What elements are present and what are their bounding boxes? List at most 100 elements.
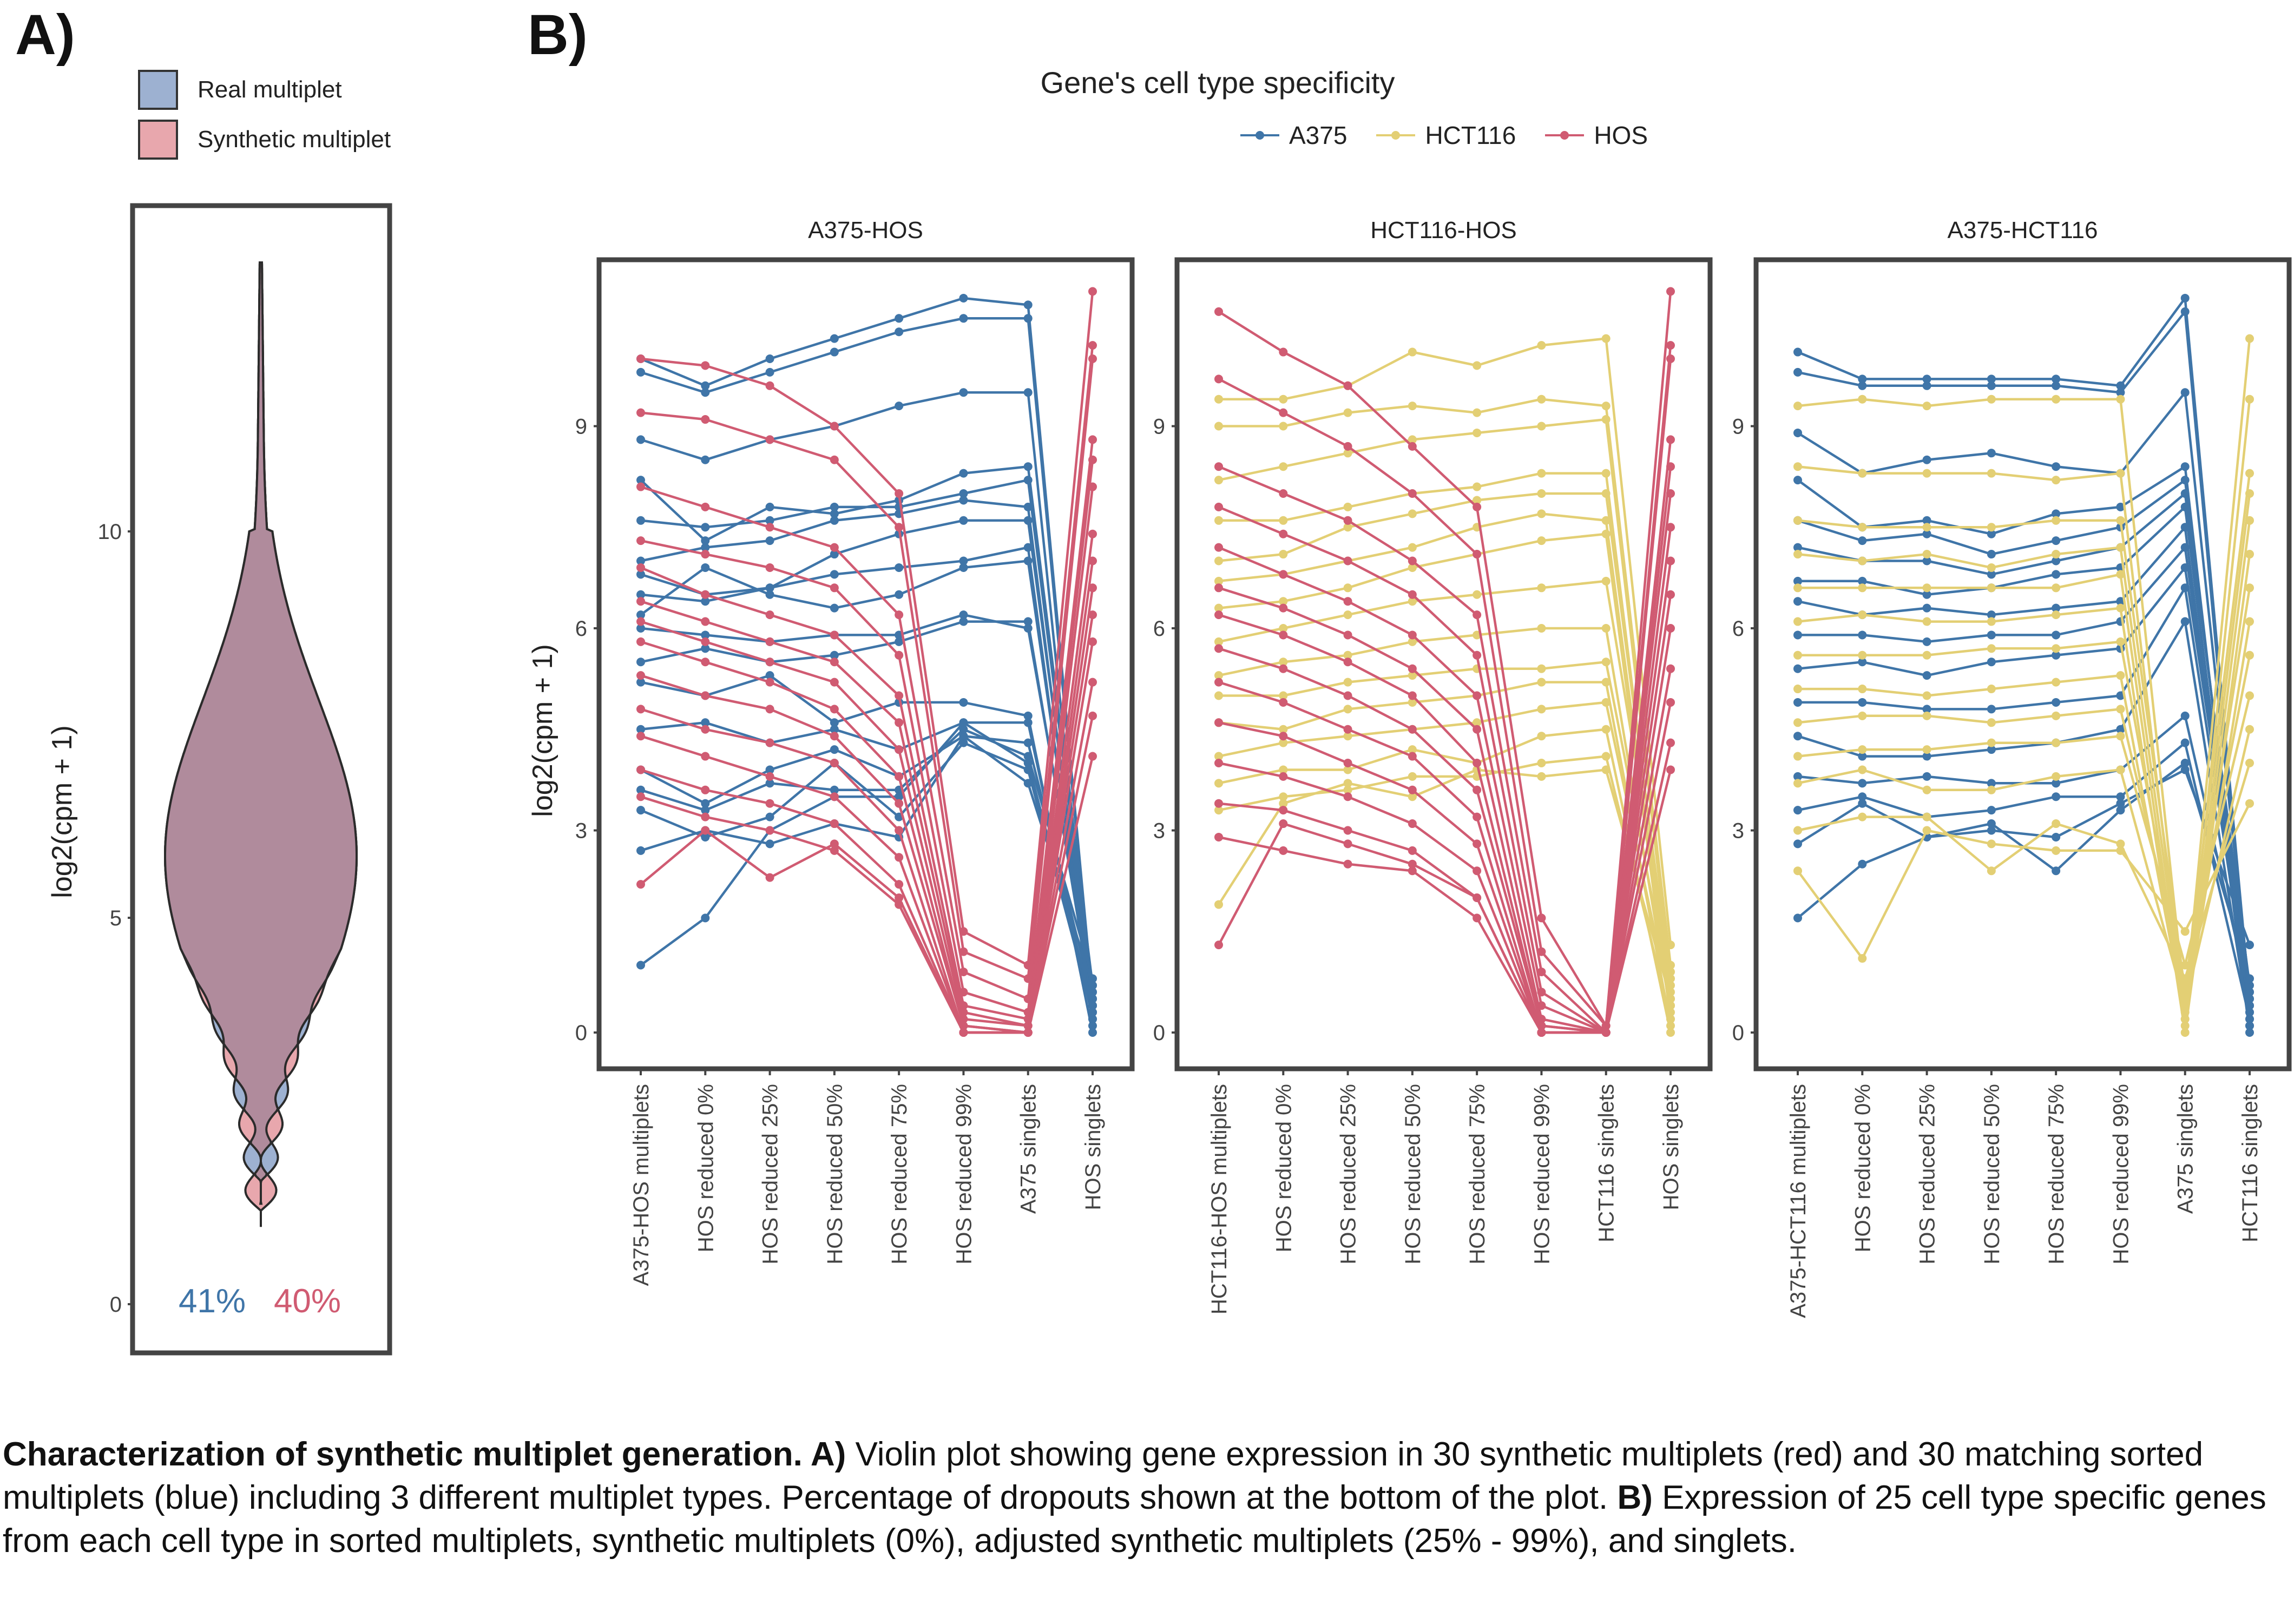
series-line-hct116	[1793, 650, 2254, 990]
data-point	[1793, 597, 1802, 606]
series-path	[640, 620, 1094, 1006]
data-point	[1214, 603, 1223, 613]
data-point	[1473, 785, 1482, 794]
data-point	[1473, 650, 1482, 660]
data-point	[1537, 489, 1546, 498]
series-line-a375	[1793, 307, 2254, 1017]
data-point	[2245, 469, 2254, 478]
series-path	[1218, 291, 1672, 1027]
caption-text-a: Violin plot showing gene expression in 3…	[3, 1436, 2204, 1516]
data-point	[2052, 462, 2061, 471]
data-point	[1214, 422, 1223, 431]
data-point	[636, 556, 645, 566]
data-point	[1666, 590, 1675, 599]
data-point	[1793, 617, 1802, 626]
x-tick-label: HOS reduced 99%	[1530, 1084, 1554, 1265]
data-point	[895, 691, 904, 700]
data-point	[1858, 469, 1867, 478]
data-point	[1214, 543, 1223, 552]
data-point	[2052, 570, 2061, 579]
data-point	[1922, 691, 1931, 700]
series-line-a375	[1793, 523, 2254, 1037]
data-point	[830, 630, 839, 640]
data-point	[1793, 913, 1802, 923]
data-point	[1023, 738, 1033, 747]
data-point	[1987, 381, 1996, 390]
data-point	[830, 785, 839, 794]
data-point	[2052, 509, 2061, 518]
data-point	[2245, 725, 2254, 734]
data-point	[765, 812, 774, 821]
data-point	[701, 691, 710, 700]
x-tick-label: A375 singlets	[2174, 1084, 2198, 1214]
data-point	[1408, 347, 1417, 357]
series-path	[640, 439, 1094, 1014]
data-point	[1473, 590, 1482, 599]
data-point	[1922, 402, 1931, 411]
data-point	[1987, 685, 1996, 694]
series-path	[1218, 492, 1672, 986]
data-point	[895, 523, 904, 532]
data-point	[1793, 806, 1802, 815]
data-point	[1987, 523, 1996, 532]
series-path	[1797, 310, 2251, 1012]
data-point	[830, 658, 839, 667]
data-point	[1858, 576, 1867, 586]
data-point	[1343, 785, 1352, 794]
y-tick-label: 3	[575, 819, 587, 843]
data-point	[765, 516, 774, 525]
data-point	[2245, 395, 2254, 404]
data-point	[2052, 630, 2061, 640]
data-point	[1537, 583, 1546, 593]
data-point	[701, 523, 710, 532]
data-point	[1666, 1028, 1675, 1037]
data-point	[701, 806, 710, 815]
series-path	[1219, 398, 1672, 965]
data-point	[1987, 610, 1996, 620]
data-point	[1922, 650, 1931, 660]
data-point	[1408, 402, 1417, 411]
data-point	[1793, 583, 1802, 593]
data-point	[1793, 630, 1802, 640]
data-point	[2180, 502, 2190, 511]
data-point	[1537, 395, 1546, 404]
series-path	[1798, 546, 2251, 1013]
data-point	[830, 570, 839, 579]
data-point	[2052, 779, 2061, 788]
x-tick-label: HCT116 singlets	[2238, 1084, 2262, 1242]
data-point	[959, 610, 968, 620]
data-point	[830, 846, 839, 855]
data-point	[2116, 671, 2125, 680]
data-point	[1023, 752, 1033, 761]
series-line-hos	[636, 354, 1097, 1003]
data-point	[1408, 698, 1417, 707]
data-point	[1793, 576, 1802, 586]
data-point	[1408, 819, 1417, 829]
data-point	[1858, 954, 1867, 963]
data-point	[1793, 428, 1802, 437]
data-point	[636, 435, 645, 444]
data-point	[2245, 994, 2254, 1003]
data-point	[1343, 759, 1352, 767]
data-point	[895, 893, 904, 902]
data-point	[1214, 374, 1223, 384]
data-point	[765, 765, 774, 774]
data-point	[1858, 650, 1867, 660]
x-tick-label: HOS reduced 25%	[1337, 1084, 1360, 1265]
panel-a-label: A)	[15, 3, 75, 67]
series-path	[1797, 655, 2251, 987]
data-point	[1987, 570, 1996, 579]
series-line-hct116	[1793, 691, 2254, 970]
data-point	[2180, 1028, 2190, 1037]
data-point	[1343, 381, 1352, 390]
data-point	[959, 489, 968, 498]
data-point	[765, 779, 774, 788]
data-point	[895, 826, 904, 835]
series-path	[1219, 337, 1672, 945]
data-point	[636, 880, 645, 889]
data-point	[1537, 772, 1546, 781]
data-point	[2052, 374, 2061, 384]
data-point	[1473, 691, 1482, 700]
data-point	[1343, 516, 1352, 525]
data-point	[1793, 650, 1802, 660]
